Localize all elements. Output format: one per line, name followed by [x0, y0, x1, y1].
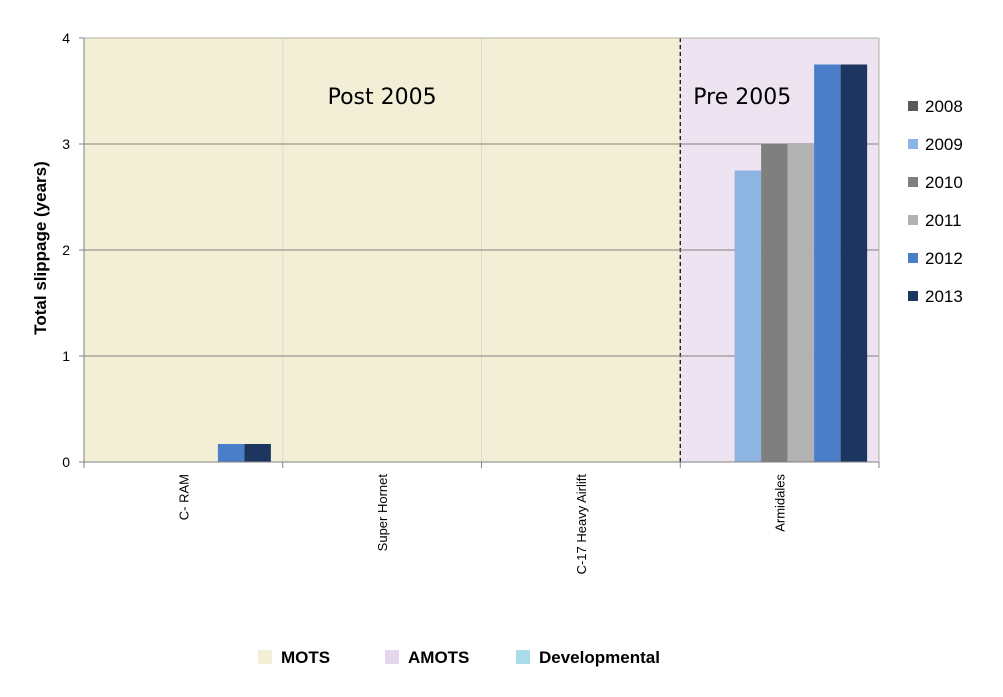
- y-tick-label: 4: [62, 30, 70, 46]
- category-label: Armidales: [773, 474, 788, 532]
- type-legend-label: MOTS: [281, 648, 330, 667]
- bar: [761, 144, 788, 462]
- legend-label: 2008: [925, 97, 963, 116]
- category-labels: C- RAM Super Hornet C-17 Heavy Airlift Armi…: [176, 474, 787, 575]
- type-legend: MOTS AMOTS Developmental: [258, 648, 660, 667]
- region-label: Post 2005: [328, 85, 437, 110]
- axes: [79, 37, 880, 468]
- legend-swatch: [908, 139, 918, 149]
- type-legend-label: Developmental: [539, 648, 660, 667]
- bar: [840, 64, 868, 462]
- legend-swatch: [908, 291, 918, 301]
- category-label: C- RAM: [176, 474, 191, 520]
- series-legend: 2008 2009 2010 2011 2012 2013: [908, 97, 963, 306]
- bar: [814, 64, 841, 462]
- bar: [734, 170, 762, 462]
- bar: [787, 144, 815, 462]
- legend-label: 2013: [925, 287, 963, 306]
- legend-label: 2012: [925, 249, 963, 268]
- bar: [217, 443, 245, 462]
- type-legend-swatch: [516, 650, 530, 664]
- category-label: C-17 Heavy Airlift: [574, 474, 589, 575]
- legend-label: 2010: [925, 173, 963, 192]
- legend-swatch: [908, 253, 918, 263]
- type-legend-label: AMOTS: [408, 648, 469, 667]
- type-legend-swatch: [258, 650, 272, 664]
- legend-swatch: [908, 101, 918, 111]
- bar: [244, 443, 271, 462]
- legend-label: 2011: [925, 211, 962, 230]
- region-labels: Post 2005 Pre 2005: [328, 85, 792, 110]
- y-tick-label: 1: [62, 348, 70, 364]
- bars: [217, 64, 868, 462]
- y-tick-label: 3: [62, 136, 70, 152]
- y-axis-label: Total slippage (years): [31, 161, 50, 335]
- y-tick-label: 2: [62, 242, 70, 258]
- region-label: Pre 2005: [693, 85, 791, 110]
- category-label: Super Hornet: [375, 474, 390, 552]
- y-tick-labels: 0 1 2 3 4: [62, 30, 70, 470]
- legend-swatch: [908, 177, 918, 187]
- legend-label: 2009: [925, 135, 963, 154]
- y-tick-label: 0: [62, 454, 70, 470]
- legend-swatch: [908, 215, 918, 225]
- type-legend-swatch: [385, 650, 399, 664]
